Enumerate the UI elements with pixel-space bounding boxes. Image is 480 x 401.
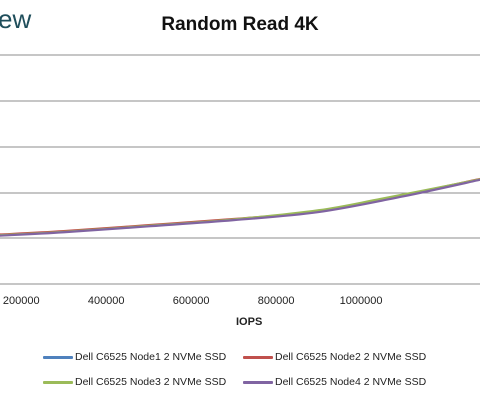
series-line-node2 — [0, 177, 480, 236]
x-tick-label: 400000 — [88, 295, 125, 307]
chart-title: Random Read 4K — [161, 14, 319, 35]
x-tick-label: 1000000 — [340, 295, 383, 307]
x-tick-label: 200000 — [3, 295, 40, 307]
series-line-node3 — [0, 178, 480, 237]
x-axis-label: IOPS — [236, 316, 263, 328]
series-line-node4 — [0, 178, 480, 237]
x-tick-label: 800000 — [258, 295, 295, 307]
series-line-node1 — [0, 178, 480, 237]
logo-fragment: ew — [0, 4, 32, 34]
x-tick-label: 600000 — [173, 295, 210, 307]
